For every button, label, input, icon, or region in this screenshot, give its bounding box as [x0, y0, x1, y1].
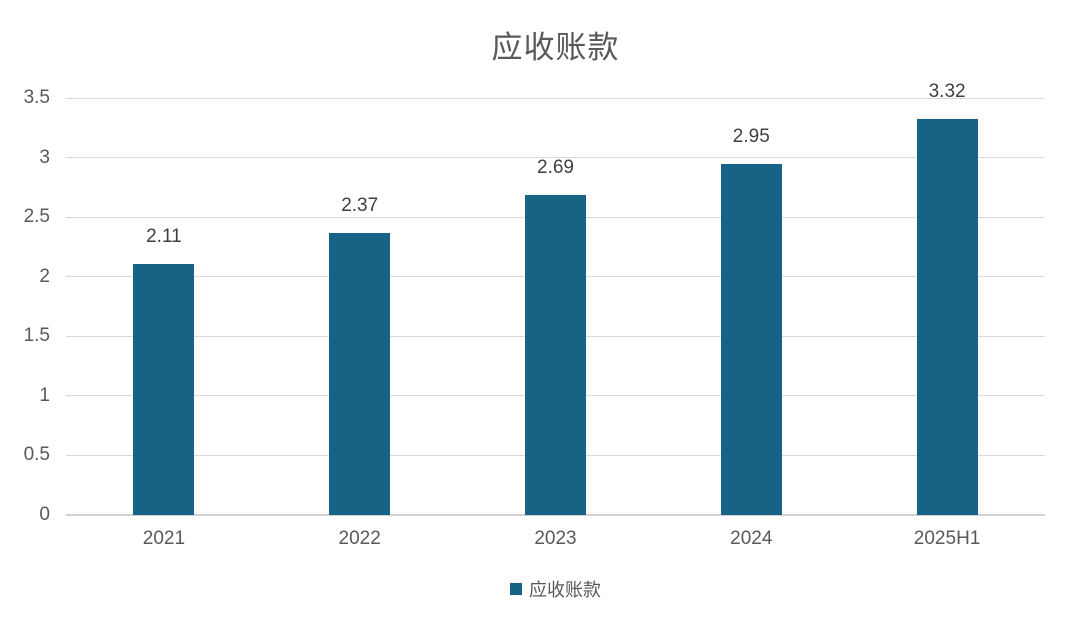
legend-swatch-icon — [510, 583, 522, 595]
bar — [720, 163, 782, 515]
y-axis-tick-label: 3 — [39, 146, 50, 168]
bar — [133, 263, 195, 515]
plot-area: 0 0.5 1 1.5 2 2.5 3 3.5 2.11 2021 2.37 2022 2.69 2023… — [24, 81, 1045, 549]
y-axis-tick-label: 2 — [39, 265, 50, 287]
bar-data-label: 2.69 — [537, 156, 574, 178]
x-axis-line — [66, 514, 1045, 516]
y-axis-tick-label: 1 — [39, 384, 50, 406]
y-axis-tick-label: 1.5 — [23, 325, 50, 347]
bar-data-label: 2.37 — [341, 194, 379, 216]
x-axis-tick-label: 2021 — [142, 528, 186, 549]
gridline — [66, 157, 1045, 159]
legend-label: 应收账款 — [529, 580, 601, 600]
bar — [329, 232, 391, 515]
bar — [916, 119, 978, 515]
x-axis-tick-label: 2022 — [338, 528, 381, 549]
chart-title: 应收账款 — [491, 30, 620, 65]
bar — [525, 194, 586, 515]
bar-data-label: 2.95 — [732, 125, 770, 147]
x-axis-tick-label: 2023 — [534, 528, 577, 549]
x-axis-tick-label: 2024 — [730, 528, 773, 549]
bar-data-label: 3.32 — [928, 81, 966, 103]
legend: 应收账款 — [66, 574, 1045, 604]
x-axis-tick-label: 2025H1 — [913, 528, 981, 549]
bar-data-label: 2.11 — [146, 225, 182, 247]
gridline — [66, 97, 1045, 99]
y-axis-tick-label: 3.5 — [23, 87, 50, 108]
y-axis-tick-label: 0 — [39, 504, 50, 525]
y-axis-tick-label: 2.5 — [23, 206, 50, 228]
y-axis-tick-label: 0.5 — [23, 444, 50, 466]
